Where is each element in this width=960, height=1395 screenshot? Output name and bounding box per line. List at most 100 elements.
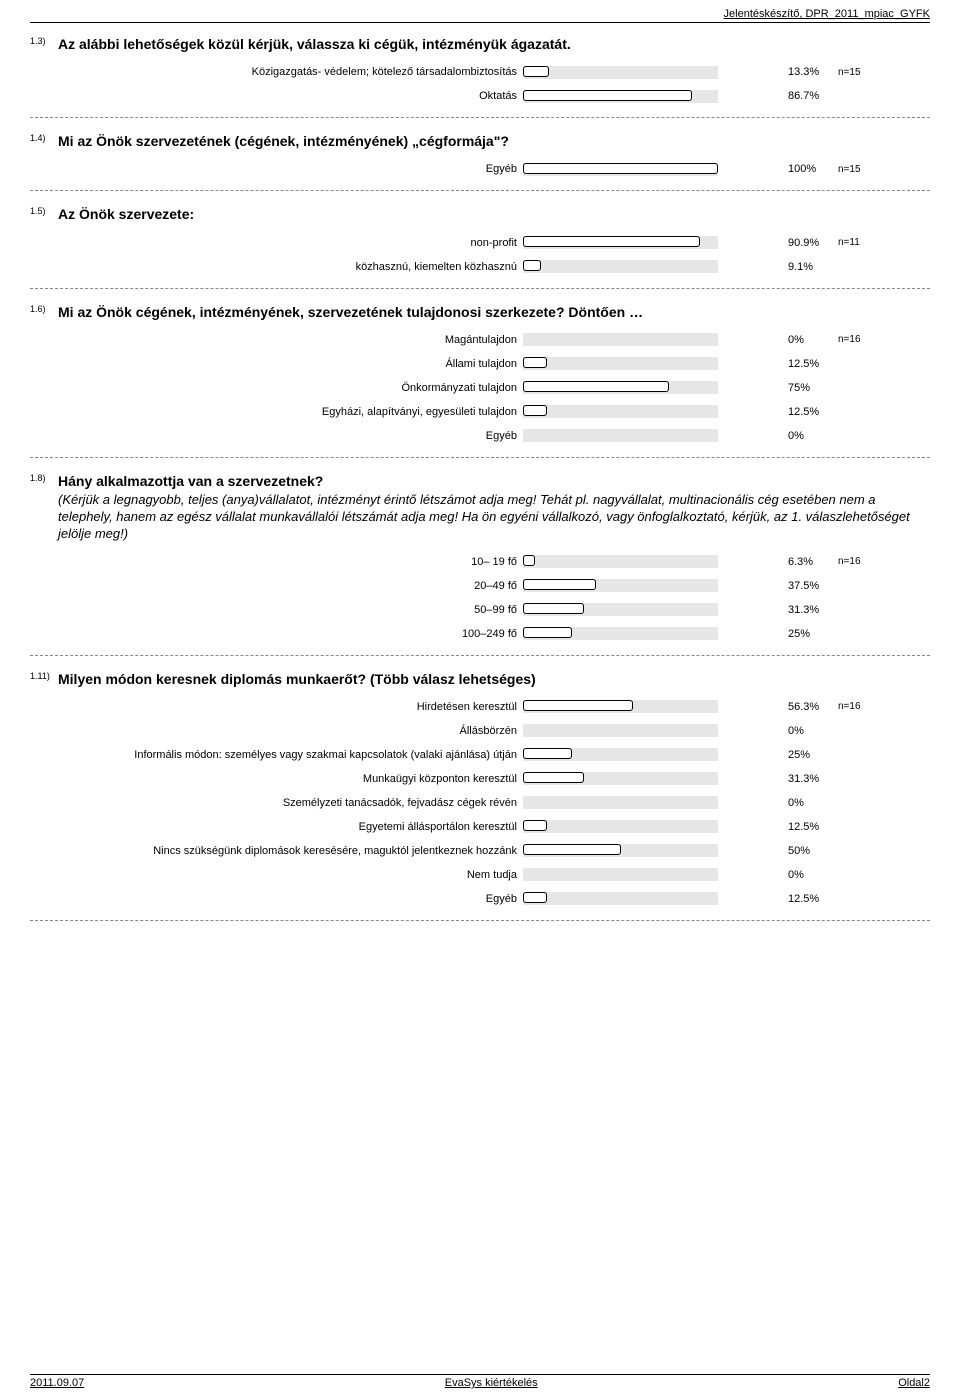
- bar-label: 100–249 fő: [58, 628, 523, 640]
- question-block: 1.5)Az Önök szervezete:non-profit90.9%n=…: [30, 205, 930, 275]
- bar-row: Oktatás86.7%: [58, 87, 930, 105]
- bar-label: Hirdetésen keresztül: [58, 701, 523, 713]
- bar-percent: 25%: [718, 749, 838, 761]
- bar-row: Munkaügyi központon keresztül 31.3%: [58, 770, 930, 788]
- question-title: Az Önök szervezete:: [58, 205, 194, 223]
- bar-label: Személyzeti tanácsadók, fejvadász cégek …: [58, 797, 523, 809]
- bar-track: [523, 772, 718, 785]
- bar-percent: 86.7%: [718, 90, 838, 102]
- bar-row: Egyetemi állásportálon keresztül12.5%: [58, 818, 930, 836]
- bar-track: [523, 555, 718, 568]
- bar-label: 10– 19 fő: [58, 556, 523, 568]
- bar-percent: 37.5%: [718, 580, 838, 592]
- bar-label: Informális módon: személyes vagy szakmai…: [58, 749, 523, 761]
- questions-container: 1.3)Az alábbi lehetőségek közül kérjük, …: [30, 35, 930, 921]
- bar-row: 10– 19 fő6.3%n=16: [58, 553, 930, 571]
- bar-track: [523, 892, 718, 905]
- bar-row: Önkormányzati tulajdon75%: [58, 379, 930, 397]
- bar-label: Nem tudja: [58, 869, 523, 881]
- section-divider: [30, 920, 930, 921]
- bar-row: Nincs szükségünk diplomások keresésére, …: [58, 842, 930, 860]
- bar-track: [523, 603, 718, 616]
- bar-fill: [523, 405, 547, 416]
- bar-track: [523, 820, 718, 833]
- bar-percent: 31.3%: [718, 773, 838, 785]
- bar-row: Közigazgatás- védelem; kötelező társadal…: [58, 63, 930, 81]
- question-block: 1.11)Milyen módon keresnek diplomás munk…: [30, 670, 930, 908]
- bar-percent: 50%: [718, 845, 838, 857]
- bar-percent: 25%: [718, 628, 838, 640]
- bar-percent: 0%: [718, 725, 838, 737]
- bar-fill: [523, 627, 572, 638]
- bar-percent: 12.5%: [718, 893, 838, 905]
- question-title: Hány alkalmazottja van a szervezetnek?: [58, 472, 930, 490]
- bar-row: Informális módon: személyes vagy szakmai…: [58, 746, 930, 764]
- bar-fill: [523, 555, 535, 566]
- bar-label: Egyéb: [58, 163, 523, 175]
- question-number: 1.5): [30, 205, 58, 216]
- question-title: Mi az Önök cégének, intézményének, szerv…: [58, 303, 643, 321]
- bar-row: 100–249 fő 25%: [58, 625, 930, 643]
- question-block: 1.3)Az alábbi lehetőségek közül kérjük, …: [30, 35, 930, 105]
- bar-fill: [523, 381, 669, 392]
- section-divider: [30, 457, 930, 458]
- bar-row: Hirdetésen keresztül56.3%n=16: [58, 698, 930, 716]
- bar-percent: 13.3%: [718, 66, 838, 78]
- bar-label: Nincs szükségünk diplomások keresésére, …: [58, 845, 523, 857]
- bar-track: [523, 429, 718, 442]
- bar-track: [523, 66, 718, 79]
- page-footer: 2011.09.07 EvaSys kiértékelés Oldal2: [30, 1374, 930, 1389]
- bar-row: Nem tudja 0%: [58, 866, 930, 884]
- bar-fill: [523, 892, 547, 903]
- question-number: 1.11): [30, 670, 58, 681]
- bar-track: [523, 627, 718, 640]
- footer-right: Oldal2: [898, 1377, 930, 1389]
- bar-row: Magántulajdon 0%n=16: [58, 331, 930, 349]
- bar-n: n=11: [838, 237, 860, 248]
- bar-percent: 75%: [718, 382, 838, 394]
- bar-label: Egyéb: [58, 430, 523, 442]
- section-divider: [30, 190, 930, 191]
- bar-label: Állásbörzén: [58, 725, 523, 737]
- bar-row: Állásbörzén 0%: [58, 722, 930, 740]
- bar-n: n=16: [838, 334, 861, 345]
- bar-track: [523, 724, 718, 737]
- question-subtitle: (Kérjük a legnagyobb, teljes (anya)válla…: [58, 492, 930, 543]
- bar-fill: [523, 579, 596, 590]
- bar-fill: [523, 820, 547, 831]
- bar-track: [523, 333, 718, 346]
- bar-fill: [523, 236, 700, 247]
- bar-percent: 100%: [718, 163, 838, 175]
- question-number: 1.4): [30, 132, 58, 143]
- bar-n: n=16: [838, 556, 861, 567]
- bar-track: [523, 405, 718, 418]
- bar-track: [523, 357, 718, 370]
- bar-percent: 31.3%: [718, 604, 838, 616]
- footer-left: 2011.09.07: [30, 1377, 84, 1389]
- section-divider: [30, 288, 930, 289]
- bar-track: [523, 236, 718, 249]
- footer-center: EvaSys kiértékelés: [445, 1377, 538, 1389]
- bar-label: Munkaügyi központon keresztül: [58, 773, 523, 785]
- bar-percent: 12.5%: [718, 821, 838, 833]
- bar-track: [523, 700, 718, 713]
- bar-fill: [523, 748, 572, 759]
- bar-percent: 0%: [718, 334, 838, 346]
- bar-row: Egyéb100%n=15: [58, 160, 930, 178]
- bar-label: Állami tulajdon: [58, 358, 523, 370]
- bar-percent: 0%: [718, 869, 838, 881]
- bar-percent: 12.5%: [718, 406, 838, 418]
- section-divider: [30, 117, 930, 118]
- section-divider: [30, 655, 930, 656]
- bar-fill: [523, 260, 541, 271]
- bar-label: Magántulajdon: [58, 334, 523, 346]
- bar-track: [523, 748, 718, 761]
- bar-track: [523, 844, 718, 857]
- bar-label: Egyéb: [58, 893, 523, 905]
- question-block: 1.8)Hány alkalmazottja van a szervezetne…: [30, 472, 930, 643]
- bar-label: non-profit: [58, 237, 523, 249]
- bar-label: közhasznú, kiemelten közhasznú: [58, 261, 523, 273]
- question-title: Milyen módon keresnek diplomás munkaerőt…: [58, 670, 536, 688]
- bar-percent: 9.1%: [718, 261, 838, 273]
- bar-fill: [523, 163, 718, 174]
